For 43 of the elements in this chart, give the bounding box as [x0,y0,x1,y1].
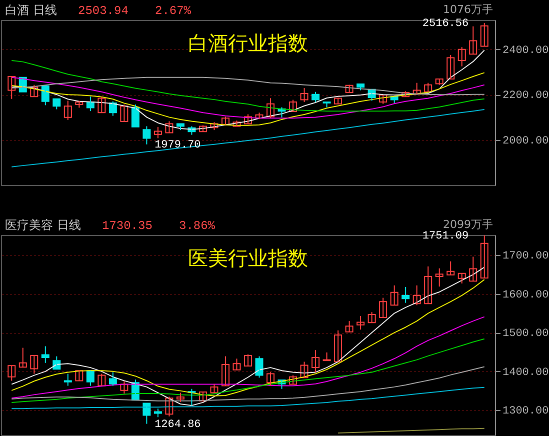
y-tick-label: 2200.00 [502,90,549,102]
candlestick [8,365,16,382]
candlestick [75,370,84,382]
text: 2099万手 [443,218,493,231]
y-tick-label: 1700.00 [502,250,549,263]
y-tick-label: 1400.00 [502,366,549,379]
candlestick [312,91,320,103]
y-tick-label: 1300.00 [502,406,549,418]
line-series [11,109,485,168]
line-series [11,366,485,402]
y-tick-label: 1600.00 [502,289,549,302]
candlestick [154,408,162,418]
candlestick [322,102,331,108]
candlestick [356,316,365,330]
candlestick [154,126,162,139]
text: 医美行业指数 [188,246,308,270]
annotation: 1979.70 [154,139,201,152]
candlestick [176,123,184,131]
y-tick-label: 2000.00 [502,135,549,148]
text: 2.67% [155,4,192,18]
candlestick [446,260,455,276]
text: 3.86% [179,219,216,233]
y-tick-label: 1500.00 [502,328,549,340]
text: 医疗美容 日线 [5,218,81,232]
candlestick [64,373,72,386]
candlestick [300,88,308,103]
text: 1076万手 [443,3,493,16]
text: 1730.35 [102,219,152,233]
candlestick [232,358,241,370]
candlestick [64,100,72,120]
y-tick-label: 2400.00 [502,44,549,57]
candlestick [345,320,354,332]
text: 2503.94 [78,4,128,18]
line-series [11,279,485,396]
annotation: 2516.56 [422,18,469,30]
candlestick [435,268,444,288]
line-series [11,338,485,403]
candlestick [176,392,184,403]
text: 白酒 日线 [5,3,57,17]
annotation: 1264.86 [154,418,201,431]
annotation: 1751.09 [422,230,469,242]
candlestick [334,97,342,104]
text: 白酒行业指数 [188,31,308,55]
